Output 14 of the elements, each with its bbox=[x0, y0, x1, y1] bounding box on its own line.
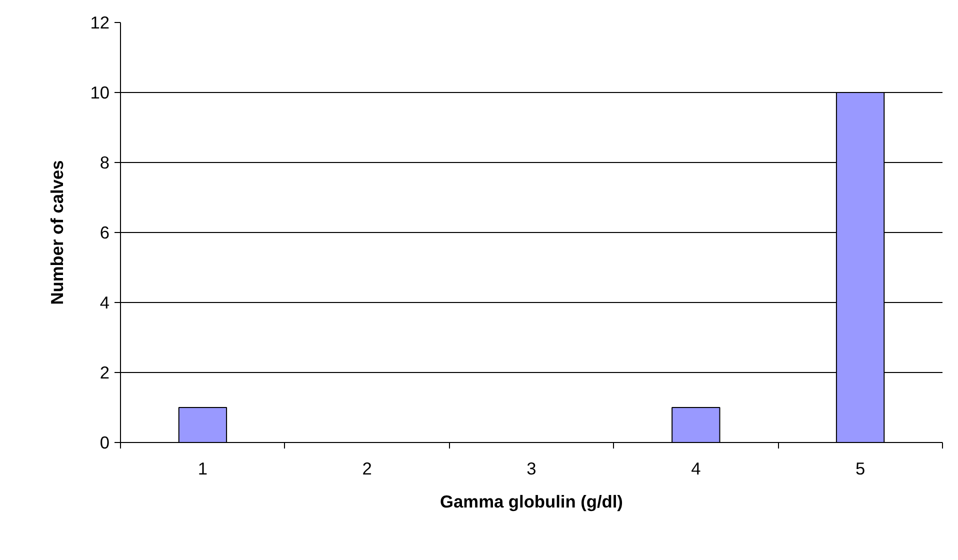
y-tick-label: 4 bbox=[100, 292, 110, 312]
y-tick-label: 8 bbox=[100, 152, 110, 172]
y-tick-label: 0 bbox=[100, 432, 110, 452]
y-axis-title: Number of calves bbox=[47, 160, 68, 305]
y-tick-label: 12 bbox=[90, 12, 110, 32]
x-tick-label: 5 bbox=[855, 458, 866, 478]
y-tick-label: 6 bbox=[100, 222, 110, 242]
x-tick-label: 1 bbox=[198, 458, 208, 478]
x-tick-label: 2 bbox=[362, 458, 372, 478]
x-tick-label: 3 bbox=[526, 458, 536, 478]
x-axis-title: Gamma globulin (g/dl) bbox=[440, 492, 623, 512]
y-tick-label: 10 bbox=[90, 82, 110, 102]
x-tick-label: 4 bbox=[691, 458, 702, 478]
y-tick-label: 2 bbox=[100, 362, 110, 382]
